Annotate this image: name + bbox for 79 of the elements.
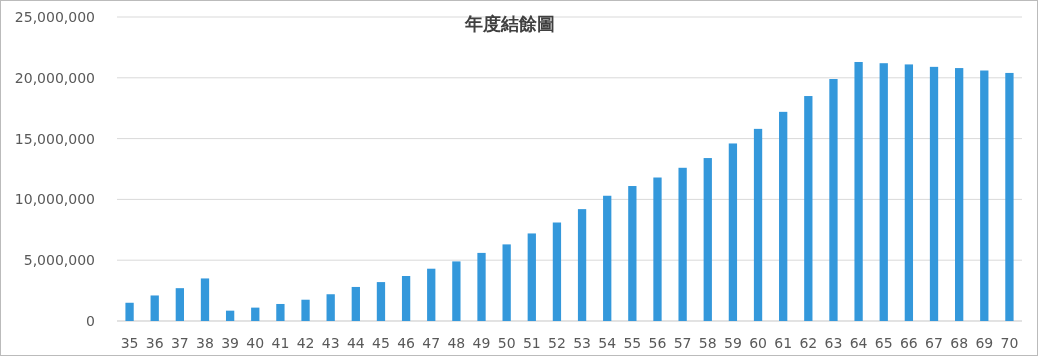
x-tick-label: 63 bbox=[824, 335, 843, 351]
x-tick-label: 48 bbox=[447, 335, 466, 351]
bar bbox=[779, 111, 788, 321]
bar bbox=[276, 303, 285, 321]
x-tick-label: 36 bbox=[145, 335, 164, 351]
bar bbox=[502, 244, 511, 321]
bar bbox=[351, 286, 360, 321]
bar bbox=[678, 167, 687, 321]
bar bbox=[577, 209, 587, 321]
x-tick-label: 37 bbox=[170, 335, 189, 351]
bar bbox=[929, 66, 939, 321]
bar bbox=[376, 282, 386, 321]
bar bbox=[150, 295, 159, 321]
x-tick-label: 70 bbox=[1000, 335, 1019, 351]
x-tick-label: 54 bbox=[598, 335, 617, 351]
bar bbox=[879, 63, 888, 321]
x-tick-label: 42 bbox=[296, 335, 315, 351]
bar bbox=[955, 68, 964, 321]
bar bbox=[125, 302, 134, 321]
x-tick-label: 64 bbox=[849, 335, 868, 351]
x-tick-label: 61 bbox=[774, 335, 793, 351]
bar bbox=[175, 288, 184, 321]
bar bbox=[980, 70, 989, 321]
x-tick-label: 38 bbox=[196, 335, 214, 351]
bar bbox=[728, 143, 738, 321]
bar bbox=[804, 96, 813, 321]
x-tick-label: 69 bbox=[975, 335, 994, 351]
x-tick-label: 65 bbox=[874, 335, 893, 351]
x-tick-label: 45 bbox=[372, 335, 390, 351]
x-tick-label: 50 bbox=[497, 335, 516, 351]
bar bbox=[477, 252, 486, 321]
y-tick-label: 15,000,000 bbox=[14, 130, 95, 147]
chart-title: 年度結餘圖 bbox=[464, 13, 555, 34]
x-tick-label: 57 bbox=[673, 335, 692, 351]
bar bbox=[603, 195, 612, 321]
bar bbox=[753, 128, 763, 321]
bar bbox=[427, 268, 436, 321]
bar bbox=[326, 294, 335, 321]
y-tick-label: 25,000,000 bbox=[14, 9, 95, 25]
bar bbox=[829, 79, 838, 321]
bar bbox=[653, 177, 662, 321]
x-tick-label: 40 bbox=[246, 335, 265, 351]
bar bbox=[251, 307, 260, 321]
x-tick-label: 66 bbox=[899, 335, 918, 351]
bar bbox=[452, 261, 461, 321]
bar bbox=[527, 233, 536, 321]
x-tick-label: 43 bbox=[321, 335, 340, 351]
y-tick-label: 10,000,000 bbox=[14, 191, 95, 208]
bar bbox=[401, 276, 411, 321]
x-tick-label: 68 bbox=[950, 335, 969, 351]
x-tick-label: 62 bbox=[799, 335, 818, 351]
x-tick-label: 51 bbox=[522, 335, 541, 351]
x-tick-label: 46 bbox=[397, 335, 416, 351]
bar bbox=[301, 299, 310, 321]
x-tick-label: 59 bbox=[723, 335, 742, 351]
y-tick-label: 5,000,000 bbox=[23, 252, 95, 269]
x-tick-label: 49 bbox=[472, 335, 491, 351]
y-tick-label: 0 bbox=[86, 313, 95, 329]
x-tick-label: 35 bbox=[120, 335, 139, 351]
bar bbox=[628, 186, 637, 321]
bar bbox=[1005, 72, 1014, 321]
x-tick-label: 41 bbox=[271, 335, 290, 351]
x-tick-label: 52 bbox=[548, 335, 566, 351]
x-tick-label: 67 bbox=[925, 335, 943, 351]
bar bbox=[904, 64, 914, 321]
x-tick-label: 56 bbox=[648, 335, 667, 351]
y-tick-label: 20,000,000 bbox=[14, 69, 95, 86]
x-tick-label: 55 bbox=[623, 335, 642, 351]
bar bbox=[703, 158, 712, 321]
x-tick-label: 47 bbox=[422, 335, 441, 351]
bar bbox=[552, 222, 562, 321]
x-tick-label: 58 bbox=[698, 335, 717, 351]
x-tick-label: 44 bbox=[346, 335, 365, 351]
bar bbox=[854, 61, 863, 321]
x-tick-label: 53 bbox=[573, 335, 591, 351]
bar bbox=[200, 278, 210, 321]
x-tick-label: 39 bbox=[221, 335, 240, 351]
x-tick-label: 60 bbox=[749, 335, 767, 351]
bar bbox=[225, 310, 235, 321]
